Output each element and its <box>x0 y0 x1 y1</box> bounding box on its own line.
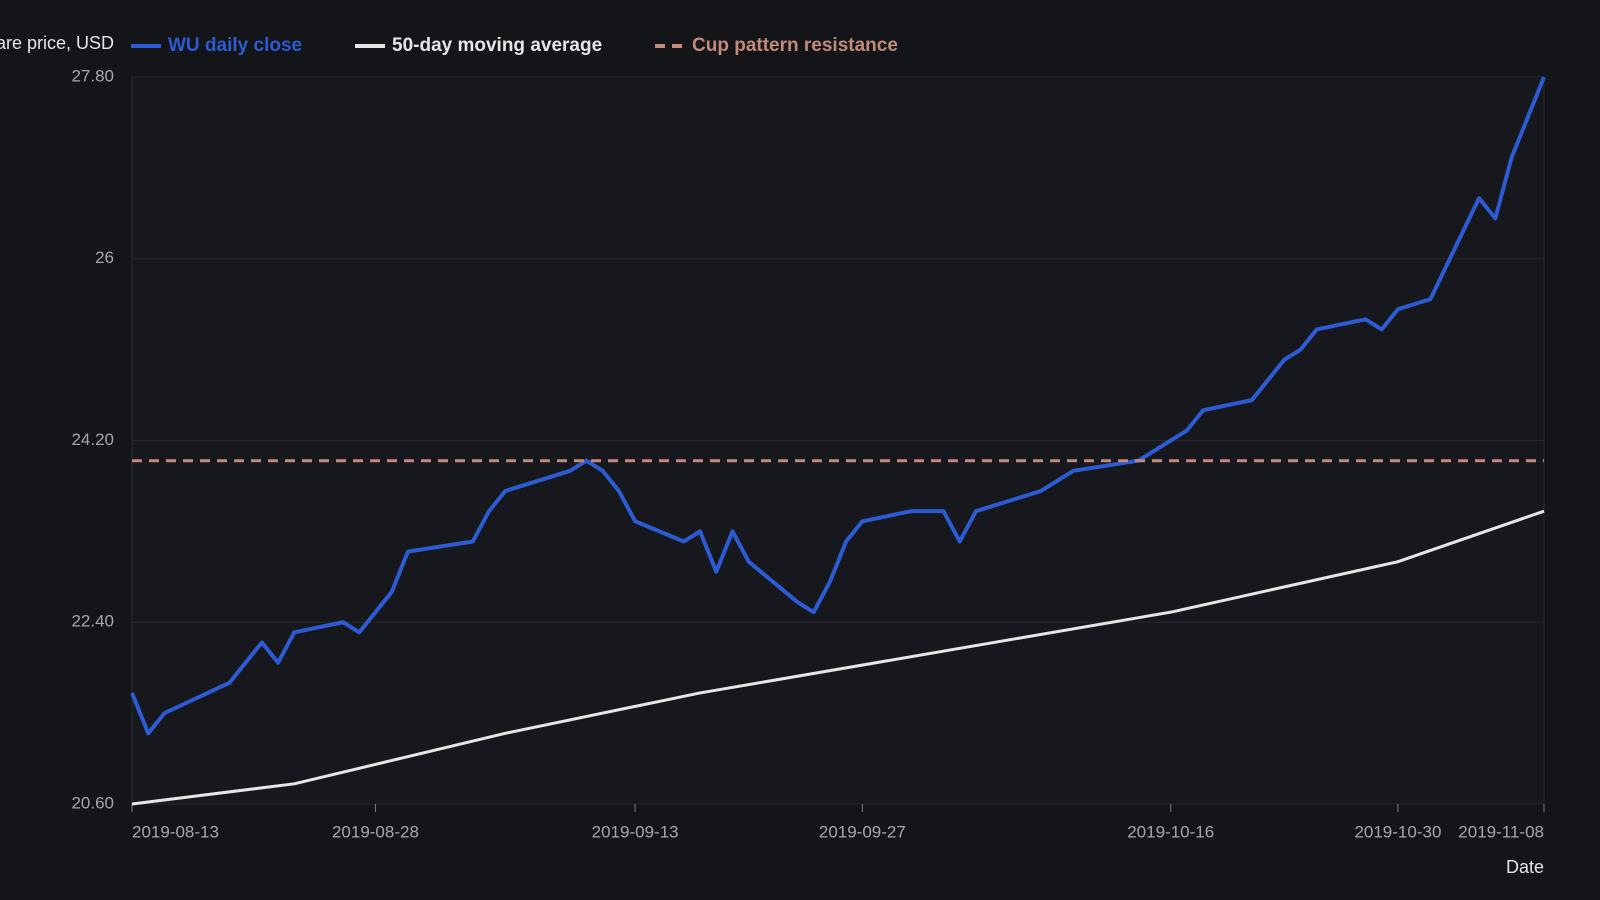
y-tick-label: 24.20 <box>71 430 114 449</box>
y-axis-label: Share price, USD <box>0 33 114 53</box>
x-axis-label: Date <box>1506 857 1544 877</box>
line-series <box>130 76 1546 736</box>
line-series <box>131 509 1545 806</box>
x-tick-label: 2019-09-13 <box>592 822 679 841</box>
x-tick-label: 2019-10-30 <box>1354 822 1441 841</box>
x-tick-label: 2019-11-08 <box>1458 822 1544 841</box>
x-tick-label: 2019-08-28 <box>332 822 419 841</box>
x-tick-label: 2019-09-27 <box>819 822 906 841</box>
x-tick-label: 2019-08-13 <box>132 822 219 841</box>
legend-label: Cup pattern resistance <box>692 35 898 56</box>
y-tick-label: 27.80 <box>71 66 114 85</box>
legend-label: 50-day moving average <box>392 35 602 56</box>
x-tick-label: 2019-10-16 <box>1127 822 1214 841</box>
legend-label: WU daily close <box>168 35 302 56</box>
y-tick-label: 26 <box>95 248 114 267</box>
y-tick-label: 20.60 <box>71 793 114 812</box>
y-tick-label: 22.40 <box>71 612 114 631</box>
